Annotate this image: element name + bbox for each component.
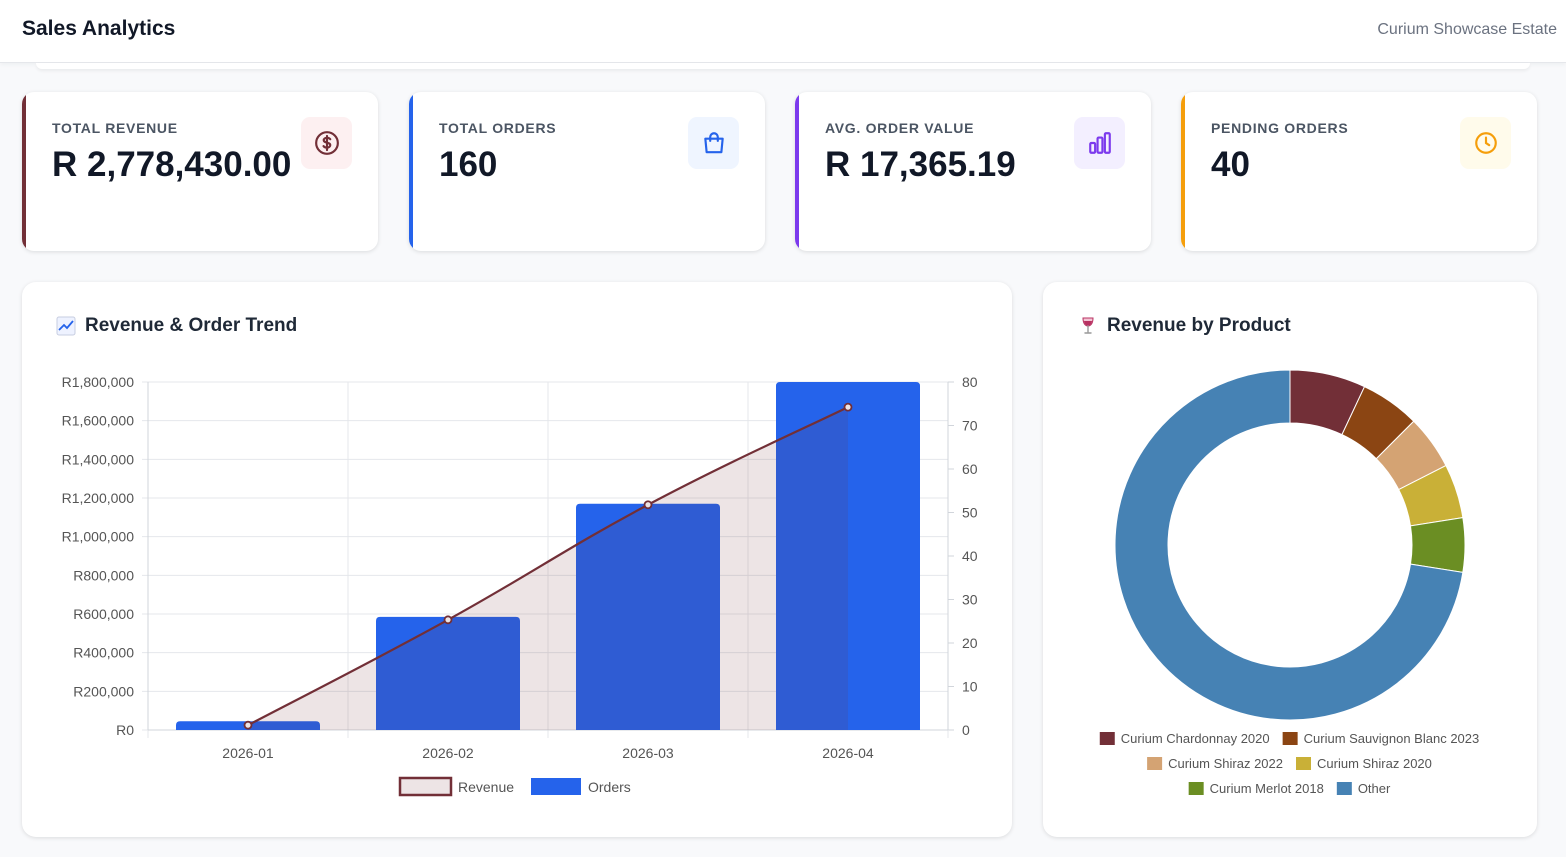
revenue-trend-title: Revenue & Order Trend — [56, 315, 297, 337]
legend-swatch — [1296, 757, 1311, 770]
revenue-by-product-chart: Curium Chardonnay 2020 Curium Sauvignon B… — [1099, 369, 1480, 796]
kpi-label: TOTAL ORDERS — [439, 120, 557, 136]
orders-bar — [776, 382, 920, 730]
legend-swatch — [1282, 732, 1298, 745]
bar-chart-icon — [1074, 117, 1125, 169]
y-right-tick-label: 70 — [962, 418, 978, 434]
revenue-line — [247, 406, 849, 727]
y-left-tick-label: R800,000 — [73, 567, 134, 583]
revenue-by-product-card: Revenue by Product Curium Chardonnay 202… — [1043, 282, 1537, 837]
legend-label: Curium Shiraz 2022 — [1168, 756, 1283, 771]
revenue-area — [248, 407, 848, 730]
legend-label: Curium Shiraz 2020 — [1317, 756, 1432, 771]
dollar-icon — [301, 117, 352, 169]
kpi-value: R 2,778,430.00 — [52, 145, 292, 184]
sub-header-strip — [36, 63, 1530, 69]
x-tick-label: 2026-02 — [422, 745, 474, 761]
x-tick-label: 2026-01 — [222, 745, 274, 761]
legend-label: Curium Chardonnay 2020 — [1121, 731, 1270, 746]
kpi-label: PENDING ORDERS — [1211, 120, 1349, 136]
kpi-value: 40 — [1211, 145, 1250, 184]
legend-orders-label: Orders — [588, 779, 631, 795]
y-left-tick-label: R200,000 — [73, 683, 134, 699]
legend-revenue-swatch — [398, 776, 453, 797]
shopping-bag-icon — [688, 117, 739, 169]
kpi-value: R 17,365.19 — [825, 145, 1016, 184]
revenue-point — [243, 720, 253, 730]
y-right-tick-label: 50 — [962, 505, 978, 521]
y-left-tick-label: R400,000 — [73, 645, 134, 661]
donut-slice — [1114, 369, 1464, 721]
legend-swatch — [1336, 782, 1352, 795]
y-left-tick-label: R0 — [116, 722, 134, 738]
revenue-point — [643, 500, 653, 510]
y-right-tick-label: 30 — [962, 592, 978, 608]
clock-icon — [1460, 117, 1511, 169]
y-left-tick-label: R1,400,000 — [62, 451, 135, 467]
estate-name[interactable]: Curium Showcase Estate — [1377, 21, 1557, 38]
chart-increasing-icon — [56, 316, 76, 336]
revenue-order-trend-chart: R0 R200,000 R400,000 R600,000 R800,000 R1,000… — [62, 374, 978, 797]
revenue-trend-title-text: Revenue & Order Trend — [85, 315, 298, 336]
kpi-label: TOTAL REVENUE — [52, 120, 178, 136]
legend-label: Curium Sauvignon Blanc 2023 — [1304, 731, 1480, 746]
legend-revenue-label: Revenue — [458, 779, 514, 795]
revenue-by-product-title-text: Revenue by Product — [1107, 315, 1291, 336]
kpi-value: 160 — [439, 145, 498, 184]
y-right-tick-label: 40 — [962, 548, 978, 564]
y-left-tick-label: R1,000,000 — [62, 529, 135, 545]
legend-label: Curium Merlot 2018 — [1210, 781, 1324, 796]
y-left-tick-label: R600,000 — [73, 606, 134, 622]
legend-orders-swatch — [531, 778, 581, 795]
y-right-tick-label: 20 — [962, 635, 978, 651]
x-tick-label: 2026-04 — [822, 745, 874, 761]
kpi-card-pending-orders: PENDING ORDERS 40 — [1181, 92, 1537, 251]
y-left-tick-label: R1,600,000 — [62, 413, 135, 429]
y-left-tick-label: R1,800,000 — [62, 374, 135, 390]
revenue-by-product-title: Revenue by Product — [1078, 315, 1291, 337]
kpi-card-total-orders: TOTAL ORDERS 160 — [409, 92, 765, 251]
kpi-card-total-revenue: TOTAL REVENUE R 2,778,430.00 — [22, 92, 378, 251]
revenue-point — [843, 402, 853, 412]
legend-swatch — [1099, 732, 1115, 745]
orders-bar — [576, 503, 720, 730]
y-right-tick-label: 0 — [962, 722, 970, 738]
x-tick-label: 2026-03 — [622, 745, 674, 761]
y-right-tick-label: 10 — [962, 679, 978, 695]
page-title: Sales Analytics — [22, 17, 176, 40]
y-right-tick-label: 60 — [962, 461, 978, 477]
y-left-tick-label: R1,200,000 — [62, 490, 135, 506]
revenue-trend-card: Revenue & Order Trend R0 R200,000 R400,000… — [22, 282, 1012, 837]
y-right-tick-label: 80 — [962, 374, 978, 390]
orders-bar — [376, 616, 520, 730]
wine-glass-icon — [1078, 316, 1098, 336]
kpi-card-avg-order-value: AVG. ORDER VALUE R 17,365.19 — [795, 92, 1151, 251]
kpi-label: AVG. ORDER VALUE — [825, 120, 975, 136]
revenue-point — [443, 615, 453, 625]
legend-label: Other — [1358, 781, 1391, 796]
top-bar: Sales Analytics Curium Showcase Estate — [0, 0, 1566, 63]
legend-swatch — [1188, 782, 1204, 795]
legend-swatch — [1147, 757, 1163, 770]
donut-slice — [1409, 517, 1466, 573]
